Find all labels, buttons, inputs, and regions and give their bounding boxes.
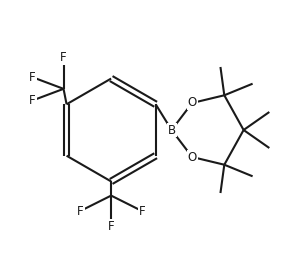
- Text: F: F: [29, 71, 36, 84]
- Text: F: F: [60, 51, 67, 64]
- Text: O: O: [187, 151, 197, 164]
- Text: B: B: [168, 124, 176, 136]
- Text: F: F: [77, 205, 83, 218]
- Text: F: F: [139, 205, 145, 218]
- Text: F: F: [29, 94, 36, 107]
- Text: O: O: [187, 96, 197, 109]
- Text: F: F: [108, 220, 114, 233]
